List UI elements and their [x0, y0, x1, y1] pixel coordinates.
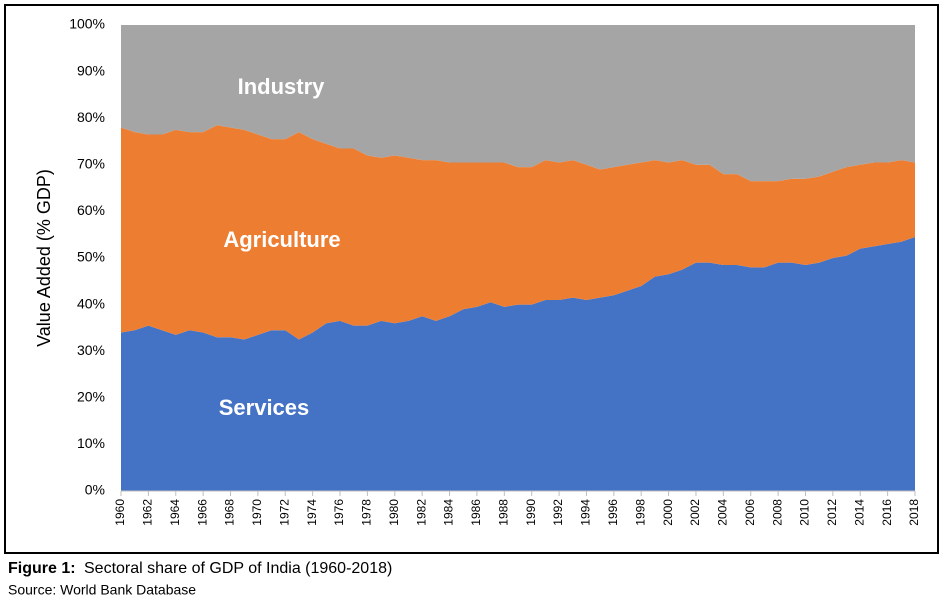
y-tick-label: 90%	[77, 62, 105, 78]
x-tick-label: 2014	[852, 499, 866, 526]
y-axis-title: Value Added (% GDP)	[34, 169, 54, 347]
x-tick-label: 1984	[442, 499, 456, 526]
y-tick-label: 50%	[77, 249, 105, 265]
y-tick-label: 60%	[77, 202, 105, 218]
x-tick-label: 1972	[277, 499, 291, 526]
x-tick-label: 2000	[661, 499, 675, 526]
y-tick-label: 30%	[77, 342, 105, 358]
area	[121, 25, 915, 182]
y-tick-label: 10%	[77, 435, 105, 451]
x-tick-label: 1978	[360, 499, 374, 526]
series-label: Agriculture	[223, 227, 340, 252]
y-tick-label: 100%	[69, 16, 105, 32]
x-tick-label: 1982	[414, 499, 428, 526]
x-tick-label: 1974	[305, 499, 319, 526]
x-tick-label: 1998	[633, 499, 647, 526]
x-tick-label: 1992	[551, 499, 565, 526]
x-tick-label: 2002	[688, 499, 702, 526]
series-label: Industry	[238, 74, 326, 99]
x-tick-label: 1962	[141, 499, 155, 526]
x-tick-label: 2012	[825, 499, 839, 526]
x-tick-label: 2016	[880, 499, 894, 526]
x-tick-label: 2008	[770, 499, 784, 526]
x-tick-label: 1966	[195, 499, 209, 526]
x-tick-label: 1994	[579, 499, 593, 526]
x-tick-label: 1964	[168, 499, 182, 526]
series-label: Services	[219, 395, 310, 420]
area	[121, 125, 915, 340]
y-tick-label: 20%	[77, 389, 105, 405]
source: Source: World Bank Database	[8, 582, 196, 598]
x-tick-label: 1996	[606, 499, 620, 526]
caption: Sectoral share of GDP of India (1960-201…	[84, 560, 392, 577]
y-tick-label: 70%	[77, 156, 105, 172]
x-tick-label: 1980	[387, 499, 401, 526]
x-tick-label: 2004	[716, 499, 730, 526]
y-tick-label: 40%	[77, 295, 105, 311]
x-tick-label: 2010	[798, 499, 812, 526]
x-tick-label: 1970	[250, 499, 264, 526]
area	[121, 237, 915, 491]
x-tick-label: 1988	[496, 499, 510, 526]
x-tick-label: 1986	[469, 499, 483, 526]
x-tick-label: 2018	[907, 499, 921, 526]
x-tick-label: 2006	[743, 499, 757, 526]
x-tick-label: 1990	[524, 499, 538, 526]
x-tick-label: 1976	[332, 499, 346, 526]
y-tick-label: 80%	[77, 109, 105, 125]
y-tick-label: 0%	[85, 482, 105, 498]
caption-label: Figure 1:	[8, 560, 76, 577]
x-tick-label: 1968	[223, 499, 237, 526]
x-tick-label: 1960	[113, 499, 127, 526]
